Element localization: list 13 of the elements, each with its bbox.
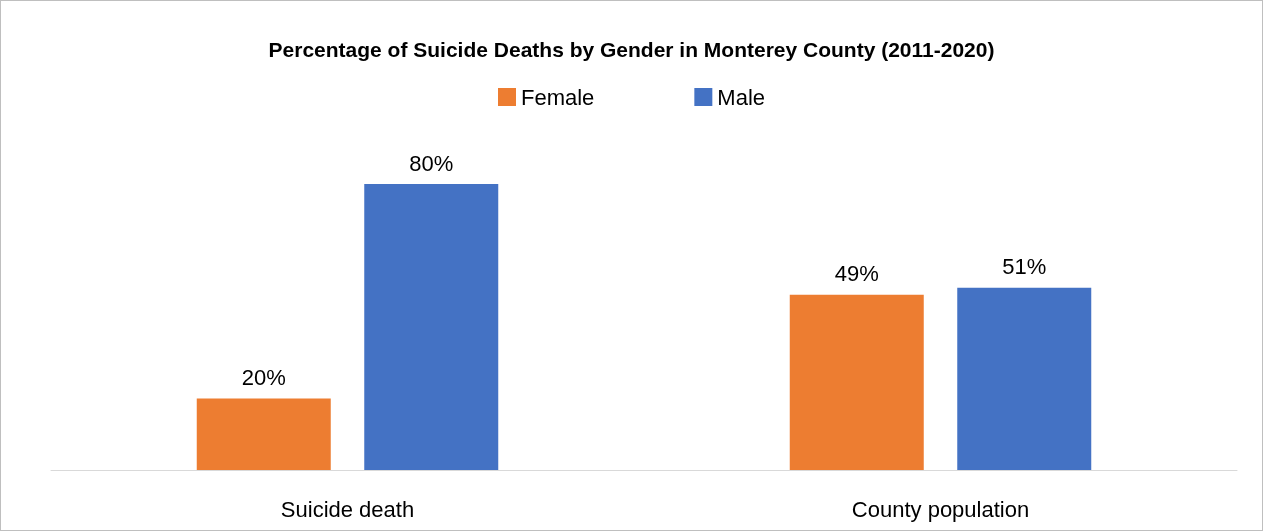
bar <box>196 398 331 470</box>
x-tick-label: Suicide death <box>280 496 415 522</box>
x-tick-label: County population <box>851 496 1030 522</box>
data-label: 51% <box>1002 254 1047 280</box>
data-label: 20% <box>241 365 286 390</box>
chart-title: Percentage of Suicide Deaths by Gender in Monterey County (2011-2020) <box>268 38 995 61</box>
data-label: 80% <box>409 150 454 176</box>
legend-label: Male <box>717 84 766 110</box>
legend-label: Female <box>520 84 595 110</box>
bar <box>364 184 499 470</box>
bar <box>957 287 1092 470</box>
bar <box>789 294 924 470</box>
data-label: 49% <box>834 261 879 287</box>
